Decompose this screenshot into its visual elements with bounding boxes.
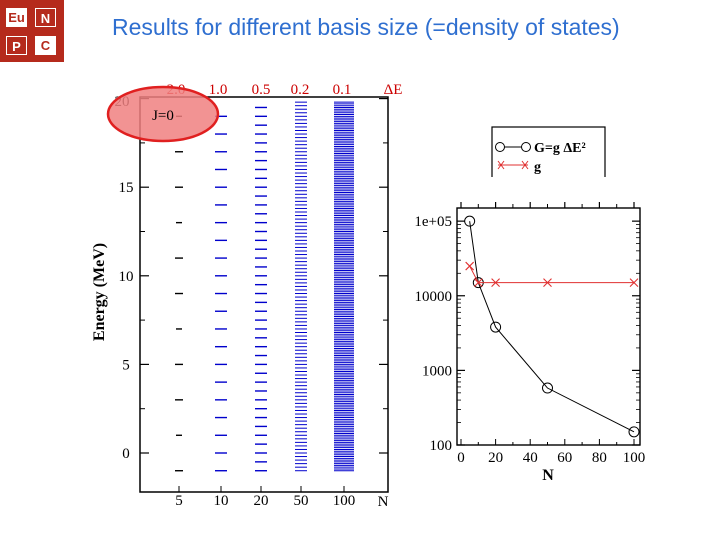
- slide-title: Results for different basis size (=densi…: [112, 14, 620, 40]
- spectrum-ytick-label: 5: [122, 357, 130, 373]
- logplot-xlabel: N: [542, 467, 554, 484]
- logo-tile-n: N: [35, 8, 56, 27]
- spectrum-xtick-label: 10: [214, 493, 229, 509]
- legend-label-g: g: [534, 160, 541, 175]
- spectrum-xtick-label: 5: [175, 493, 183, 509]
- legend-clip: [490, 177, 607, 181]
- spectrum-xlabel: N: [378, 494, 389, 510]
- data-point-x: [465, 261, 475, 271]
- legend-marker-G: [495, 142, 505, 152]
- data-point-x: [473, 278, 483, 288]
- annotation-j0: J=0: [152, 108, 174, 124]
- logplot-ytick-label: 1000: [422, 363, 452, 379]
- series-line: [469, 221, 635, 433]
- data-point-circle: [542, 382, 553, 394]
- logo-tile-eu: Eu: [6, 8, 27, 27]
- logplot-xtick-label: 80: [592, 450, 607, 466]
- spectrum-ytick-label: 10: [119, 269, 134, 285]
- logplot-ytick-label: 100: [430, 438, 453, 454]
- legend-label-G: G=g ΔE²: [534, 141, 586, 156]
- spectrum-ylabel: Energy (MeV): [91, 243, 108, 341]
- logo-tile-p: P: [6, 36, 27, 55]
- legend-box: [491, 126, 606, 180]
- logplot-xtick-label: 20: [488, 450, 503, 466]
- data-point-circle: [628, 426, 640, 438]
- highlight-ellipse: [106, 85, 220, 143]
- spectrum-top-label: 0.5: [252, 82, 271, 98]
- spectrum-top-label: 0.2: [291, 82, 310, 98]
- spectrum-frame: [139, 96, 389, 493]
- data-point-x: [491, 278, 500, 288]
- logplot-ytick-label: 10000: [415, 289, 453, 305]
- spectrum-xtick-label: 100: [333, 493, 356, 509]
- spectrum-top-label-dE: ΔE: [384, 82, 403, 98]
- logplot-ytick-label: 1e+05: [414, 214, 452, 230]
- logplot-xtick-label: 60: [557, 450, 572, 466]
- spectrum-xtick-label: 50: [294, 493, 309, 509]
- logplot-xtick-label: 40: [523, 450, 538, 466]
- logplot-xtick-label: 100: [623, 450, 646, 466]
- data-point-x: [629, 278, 639, 288]
- logplot-frame: [456, 207, 641, 446]
- spectrum-top-label: 0.1: [333, 82, 352, 98]
- spectrum-xtick-label: 20: [254, 493, 269, 509]
- spectrum-ytick-label: 15: [119, 180, 134, 196]
- spectrum-ytick-label: 0: [122, 446, 130, 462]
- logplot-xtick-label: 0: [457, 450, 465, 466]
- logo-tile-c: C: [35, 36, 56, 55]
- legend-marker-g: [497, 160, 529, 170]
- spectrum-top-label: 1.0: [209, 82, 228, 98]
- logo: Eu N P C: [0, 0, 64, 62]
- data-point-circle: [490, 321, 502, 333]
- data-point-x: [543, 278, 552, 288]
- data-point-circle: [464, 215, 476, 227]
- legend-marker-G: [521, 142, 531, 152]
